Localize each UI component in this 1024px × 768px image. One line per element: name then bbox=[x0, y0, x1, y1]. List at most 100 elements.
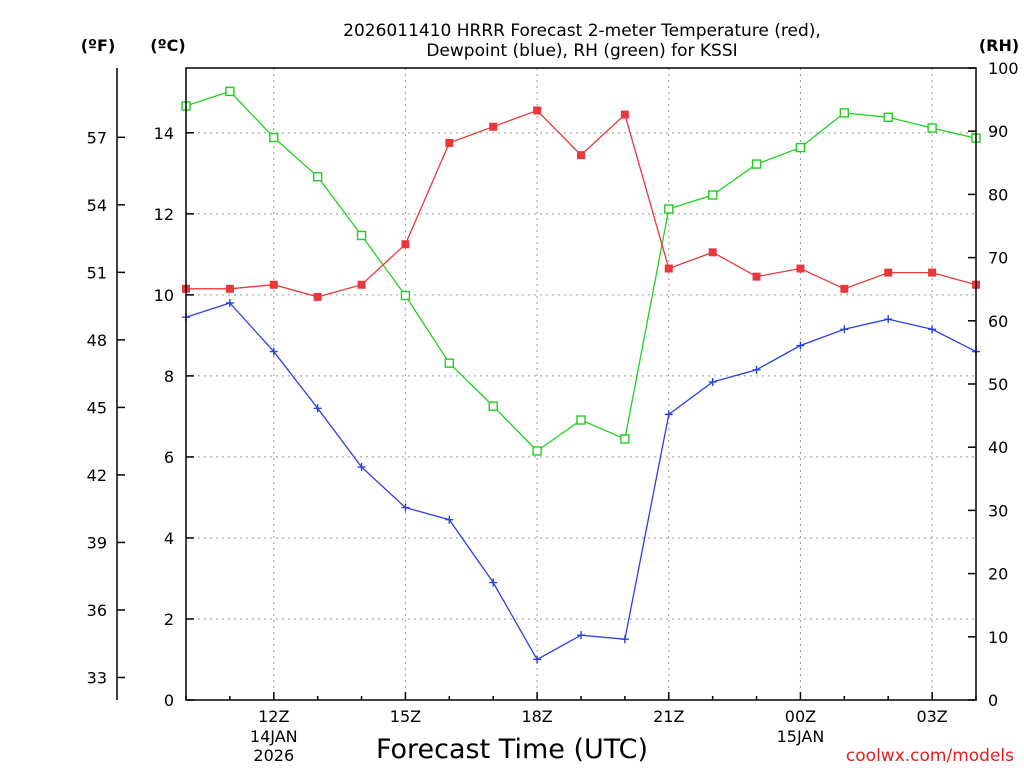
rh-point bbox=[356, 230, 367, 241]
temperature-point bbox=[928, 268, 937, 277]
temperature-point bbox=[664, 264, 673, 273]
fahrenheit-tick-label: 54 bbox=[87, 196, 107, 215]
dewpoint-point bbox=[489, 578, 498, 587]
dewpoint-point bbox=[620, 635, 629, 644]
rh-point bbox=[488, 401, 498, 411]
rh-tick-label: 0 bbox=[988, 691, 998, 710]
temperature-point bbox=[840, 284, 849, 293]
rh-point bbox=[225, 86, 235, 97]
plot-frame bbox=[185, 67, 977, 701]
rh-tick-label: 60 bbox=[988, 312, 1008, 331]
temperature-point bbox=[884, 268, 893, 277]
rh-point bbox=[576, 415, 586, 425]
rh-tick-label: 40 bbox=[988, 438, 1008, 457]
dewpoint-point bbox=[533, 655, 542, 664]
dewpoint-point bbox=[401, 503, 410, 512]
x-date-label: 15JAN bbox=[777, 727, 825, 746]
fahrenheit-tick-label: 45 bbox=[87, 398, 107, 417]
x-tick-label: 03Z bbox=[916, 707, 947, 726]
x-tick-label: 12Z bbox=[258, 707, 289, 726]
x-tick-label: 15Z bbox=[390, 707, 421, 726]
rh-point bbox=[707, 190, 718, 200]
dewpoint-point bbox=[884, 315, 893, 324]
fahrenheit-tick-label: 36 bbox=[87, 601, 107, 620]
chart-title-line-2: Dewpoint (blue), RH (green) for KSSI bbox=[426, 41, 737, 61]
credit-text: coolwx.com/models bbox=[846, 746, 1014, 766]
rh-tick-label: 80 bbox=[988, 185, 1008, 204]
temperature-series-line bbox=[186, 109, 977, 298]
dewpoint-point bbox=[357, 463, 366, 472]
grid-layer bbox=[186, 68, 976, 700]
rh-point bbox=[620, 434, 630, 444]
dewpoint-point bbox=[445, 515, 454, 524]
chart-title-line-1: 2026011410 HRRR Forecast 2-meter Tempera… bbox=[343, 21, 821, 41]
rh-point bbox=[883, 112, 893, 122]
dewpoint-point bbox=[840, 325, 849, 334]
rh-point bbox=[532, 446, 542, 456]
fahrenheit-tick-label: 57 bbox=[87, 128, 107, 147]
rh-tick-label: 50 bbox=[988, 375, 1008, 394]
x-date-label: 14JAN bbox=[250, 727, 298, 746]
dewpoint-point bbox=[225, 298, 234, 307]
rh-point bbox=[795, 142, 806, 153]
series-layer bbox=[181, 86, 981, 664]
dewpoint-point bbox=[752, 365, 761, 374]
x-tick-label: 00Z bbox=[785, 707, 816, 726]
temperature-point bbox=[313, 292, 322, 301]
rh-point bbox=[927, 123, 937, 133]
celsius-tick-label: 2 bbox=[164, 610, 174, 629]
x-axis-label: Forecast Time (UTC) bbox=[376, 734, 648, 765]
rh-series-line bbox=[185, 90, 977, 452]
rh-tick-label: 90 bbox=[988, 122, 1008, 141]
fahrenheit-unit-label: (ºF) bbox=[81, 36, 116, 55]
celsius-tick-label: 10 bbox=[154, 286, 174, 305]
rh-point bbox=[751, 159, 762, 169]
fahrenheit-tick-label: 42 bbox=[87, 466, 107, 485]
temperature-point bbox=[620, 110, 629, 119]
temperature-point bbox=[445, 138, 454, 147]
dewpoint-series-line bbox=[185, 302, 977, 661]
temperature-point bbox=[708, 248, 717, 257]
celsius-unit-label: (ºC) bbox=[150, 36, 185, 55]
x-tick-label: 18Z bbox=[521, 707, 552, 726]
fahrenheit-tick-label: 33 bbox=[87, 668, 107, 687]
temperature-point bbox=[269, 280, 278, 289]
x-tick-label: 21Z bbox=[653, 707, 684, 726]
temperature-point bbox=[489, 122, 498, 131]
dewpoint-point bbox=[928, 325, 937, 334]
rh-point bbox=[664, 204, 674, 214]
fahrenheit-tick-label: 39 bbox=[87, 533, 107, 552]
temperature-point bbox=[401, 240, 410, 249]
rh-point bbox=[312, 172, 323, 182]
temperature-point bbox=[796, 264, 805, 273]
rh-point bbox=[839, 108, 850, 118]
x-year-label: 2026 bbox=[253, 746, 294, 765]
dewpoint-point bbox=[577, 631, 585, 640]
temperature-point bbox=[752, 272, 761, 281]
celsius-tick-label: 8 bbox=[164, 367, 174, 386]
celsius-tick-label: 6 bbox=[164, 448, 174, 467]
rh-tick-label: 70 bbox=[988, 249, 1008, 268]
dewpoint-point bbox=[796, 341, 805, 350]
fahrenheit-tick-label: 51 bbox=[87, 263, 107, 282]
dewpoint-point bbox=[664, 410, 673, 419]
rh-tick-label: 100 bbox=[988, 59, 1019, 78]
dewpoint-point bbox=[269, 347, 278, 356]
dewpoint-point bbox=[313, 404, 322, 413]
rh-tick-label: 20 bbox=[988, 565, 1008, 584]
tick-layer: 0 2 4 6 8 10 12 14 33 36 39 42 45 48 51 54 57 0 10 20 30 40 50… bbox=[87, 59, 1019, 765]
fahrenheit-tick-label: 48 bbox=[87, 331, 107, 350]
celsius-tick-label: 12 bbox=[154, 205, 174, 224]
rh-point bbox=[444, 358, 455, 368]
rh-point bbox=[400, 290, 411, 301]
rh-tick-label: 10 bbox=[988, 628, 1008, 647]
temperature-point bbox=[225, 284, 234, 293]
temperature-point bbox=[357, 280, 366, 289]
celsius-tick-label: 14 bbox=[154, 124, 174, 143]
temperature-point bbox=[577, 151, 585, 160]
dewpoint-point bbox=[708, 377, 717, 386]
rh-point bbox=[269, 132, 279, 143]
rh-unit-label: (RH) bbox=[979, 36, 1019, 55]
temperature-point bbox=[533, 106, 542, 115]
